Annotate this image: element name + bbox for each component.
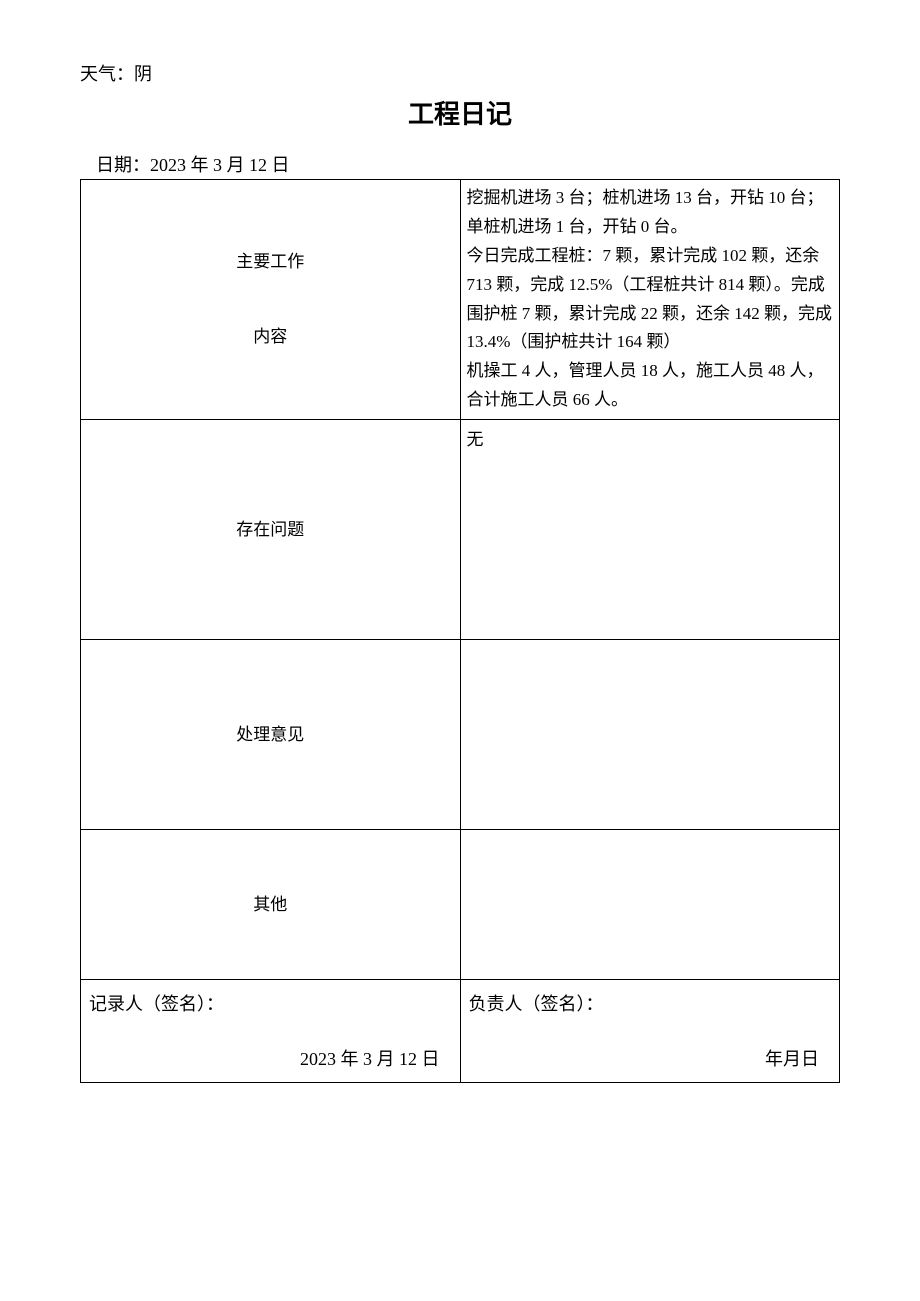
responsible-label: 负责人（签名）： — [469, 994, 604, 1014]
work-content-cell: 挖掘机进场 3 台；桩机进场 13 台，开钻 10 台；单桩机进场 1 台，开钻… — [460, 180, 840, 420]
problem-content-cell: 无 — [460, 420, 840, 640]
recorder-signature-cell: 记录人（签名）： — [81, 980, 461, 1035]
other-label: 其他 — [85, 886, 456, 923]
document-title: 工程日记 — [80, 94, 840, 131]
date-label: 日期： — [96, 155, 150, 175]
date-line: 日期：2023 年 3 月 12 日 — [96, 151, 840, 177]
weather-line: 天气：阴 — [80, 60, 840, 86]
weather-label: 天气： — [80, 64, 134, 84]
row-problem: 存在问题 无 — [81, 420, 840, 640]
responsible-signature-cell: 负责人（签名）： — [460, 980, 840, 1035]
row-other: 其他 — [81, 830, 840, 980]
responsible-date-cell: 年月日 — [460, 1035, 840, 1083]
signature-date-row: 2023 年 3 月 12 日 年月日 — [81, 1035, 840, 1083]
responsible-date: 年月日 — [765, 1049, 819, 1069]
opinion-label: 处理意见 — [85, 716, 456, 753]
signature-row: 记录人（签名）： 负责人（签名）： — [81, 980, 840, 1035]
opinion-content-cell — [460, 640, 840, 830]
date-value: 2023 年 3 月 12 日 — [150, 155, 290, 175]
recorder-date: 2023 年 3 月 12 日 — [300, 1049, 440, 1069]
work-content: 挖掘机进场 3 台；桩机进场 13 台，开钻 10 台；单桩机进场 1 台，开钻… — [467, 184, 834, 415]
other-label-cell: 其他 — [81, 830, 461, 980]
other-content-cell — [460, 830, 840, 980]
recorder-label: 记录人（签名）： — [89, 994, 224, 1014]
opinion-label-cell: 处理意见 — [81, 640, 461, 830]
recorder-date-cell: 2023 年 3 月 12 日 — [81, 1035, 461, 1083]
diary-table: 主要工作 内容 挖掘机进场 3 台；桩机进场 13 台，开钻 10 台；单桩机进… — [80, 179, 840, 1083]
row-work: 主要工作 内容 挖掘机进场 3 台；桩机进场 13 台，开钻 10 台；单桩机进… — [81, 180, 840, 420]
weather-value: 阴 — [134, 64, 152, 84]
problem-label: 存在问题 — [85, 511, 456, 548]
work-label-cell: 主要工作 内容 — [81, 180, 461, 420]
problem-label-cell: 存在问题 — [81, 420, 461, 640]
row-opinion: 处理意见 — [81, 640, 840, 830]
problem-content: 无 — [467, 426, 834, 455]
work-label: 主要工作 内容 — [85, 243, 456, 355]
